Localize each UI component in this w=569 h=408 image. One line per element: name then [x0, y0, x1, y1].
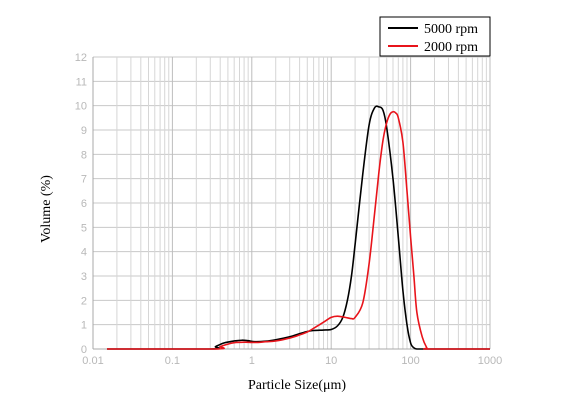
- x-tick-label: 1: [249, 355, 255, 367]
- y-tick-label: 9: [81, 125, 87, 137]
- y-tick-label: 4: [81, 247, 87, 259]
- y-tick-label: 11: [76, 76, 87, 88]
- legend: 5000 rpm 2000 rpm: [379, 16, 491, 57]
- series-lines: [106, 105, 490, 350]
- y-tick-label: 6: [81, 198, 87, 210]
- series-line-5000-rpm: [106, 105, 490, 350]
- y-tick-label: 2: [81, 295, 87, 307]
- y-tick-label: 12: [75, 52, 87, 64]
- series-line-2000-rpm: [106, 110, 490, 350]
- y-tick-label: 0: [81, 344, 87, 356]
- y-tick-label: 1: [81, 320, 87, 332]
- x-tick-label: 0.1: [165, 355, 180, 367]
- grid: [92, 56, 491, 350]
- y-tick-label: 7: [81, 174, 87, 186]
- legend-label-2000-rpm: 2000 rpm: [424, 40, 478, 55]
- y-axis-title: Volume (%): [39, 175, 54, 243]
- legend-label-5000-rpm: 5000 rpm: [424, 22, 478, 37]
- x-tick-label: 10: [325, 355, 337, 367]
- x-tick-label: 0.01: [82, 355, 103, 367]
- y-tick-label: 5: [81, 222, 87, 234]
- legend-box: [379, 16, 491, 57]
- y-tick-label: 8: [81, 149, 87, 161]
- y-tick-label: 10: [75, 101, 87, 113]
- y-tick-label: 3: [81, 271, 87, 283]
- x-axis-title: Particle Size(μm): [248, 378, 346, 393]
- x-tick-label: 100: [401, 355, 419, 367]
- x-tick-label: 1000: [478, 355, 502, 367]
